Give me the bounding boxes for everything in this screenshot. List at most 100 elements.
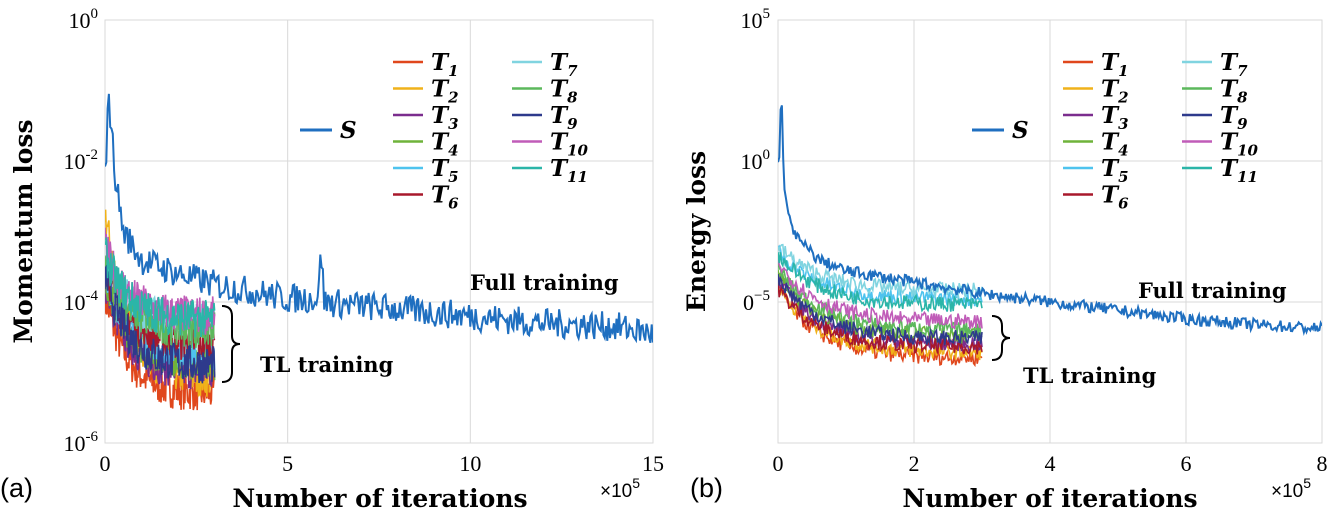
x-axis-label: Number of iterations	[902, 484, 1197, 513]
legend-label-t8: T8	[1220, 76, 1248, 107]
legend-letter: T	[550, 49, 569, 76]
legend-label-s: S	[1012, 117, 1029, 144]
legend-letter: T	[1101, 155, 1120, 182]
x-tick-label: 8	[1317, 451, 1327, 476]
y-axis-label: Momentum loss	[9, 119, 38, 343]
legend-label-t3: T3	[1101, 102, 1129, 133]
x-multiplier: ×105	[600, 475, 640, 502]
series-line-t9	[778, 273, 983, 346]
panel-label: (b)	[690, 473, 723, 503]
legend-label-t4: T4	[431, 129, 459, 160]
legend-subscript: 8	[1237, 89, 1248, 107]
legend-letter: T	[1101, 49, 1120, 76]
legend-subscript: 6	[448, 195, 459, 213]
legend-label-t7: T7	[550, 49, 578, 80]
legend-subscript: 10	[567, 142, 588, 160]
legend-label-s: S	[340, 117, 357, 144]
legend-subscript: 10	[1237, 142, 1258, 160]
legend-subscript: 7	[567, 62, 578, 80]
x-multiplier-base: ×10	[600, 481, 632, 502]
series-line-s	[778, 105, 1322, 336]
legend-label-t10: T10	[1220, 129, 1259, 160]
x-multiplier: ×105	[1271, 475, 1311, 502]
y-tick-exp: -2	[86, 147, 99, 163]
legend-subscript: 3	[1118, 115, 1128, 133]
legend-subscript: 2	[1117, 89, 1128, 107]
legend-subscript: 4	[448, 142, 458, 160]
legend-subscript: 3	[448, 115, 458, 133]
legend-label-t8: T8	[550, 76, 578, 107]
y-tick-base: 10	[69, 8, 91, 33]
x-multiplier-base: ×10	[1271, 481, 1303, 502]
legend-letter: T	[550, 76, 569, 103]
legend-letter: T	[431, 76, 450, 103]
legend-subscript: 6	[1118, 195, 1129, 213]
x-tick-label: 6	[1181, 451, 1192, 476]
legend-letter: T	[1220, 102, 1239, 129]
y-tick-label: 10-2	[64, 147, 99, 174]
legend-letter: T	[1101, 129, 1120, 156]
y-tick-label: 100	[69, 6, 99, 33]
y-tick-exp: 0	[763, 147, 771, 163]
legend-label-t11: T11	[550, 155, 588, 186]
legend-letter: T	[431, 155, 450, 182]
y-tick-label: 100	[741, 147, 771, 174]
y-tick-base: 10	[64, 149, 86, 174]
annotation-full-training: Full training	[470, 270, 619, 295]
legend-subscript: 11	[1237, 168, 1258, 186]
legend-letter: T	[1101, 182, 1120, 209]
legend-subscript: 4	[1118, 142, 1128, 160]
y-tick-label: 0−5	[743, 288, 770, 315]
y-tick-exp: −5	[754, 288, 770, 304]
x-tick-label: 5	[282, 451, 293, 476]
legend-letter: T	[550, 129, 569, 156]
x-multiplier-exp: 5	[1303, 475, 1311, 491]
series-line-t6	[778, 280, 983, 355]
legend-letter: T	[550, 102, 569, 129]
series-line-t8	[778, 262, 983, 338]
legend-letter: T	[1101, 76, 1120, 103]
y-tick-base: 10	[64, 290, 86, 315]
y-tick-exp: 5	[763, 6, 771, 22]
legend-letter: T	[431, 102, 450, 129]
y-tick-exp: -4	[86, 288, 99, 304]
x-tick-label: 4	[1045, 451, 1056, 476]
annotation-full-training: Full training	[1138, 278, 1287, 303]
legend-subscript: 1	[1118, 62, 1128, 80]
legend-subscript: 9	[567, 115, 578, 133]
series-group	[778, 105, 1322, 368]
y-tick-exp: -6	[86, 429, 99, 445]
legend-letter: T	[431, 49, 450, 76]
x-axis-label: Number of iterations	[232, 484, 527, 513]
legend-subscript: 5	[1118, 168, 1128, 186]
y-tick-base: 10	[741, 8, 763, 33]
legend-label-t9: T9	[1220, 102, 1248, 133]
y-tick-base: 0	[743, 290, 754, 315]
legend-label-t5: T5	[431, 155, 459, 186]
legend-label-t1: T1	[431, 49, 459, 80]
x-multiplier-exp: 5	[632, 475, 640, 491]
legend-label-t5: T5	[1101, 155, 1129, 186]
legend-label-t9: T9	[550, 102, 578, 133]
series-line-t10	[778, 258, 983, 330]
annotation-tl-training: TL training	[260, 352, 394, 377]
y-tick-base: 10	[64, 431, 86, 456]
legend-label-t1: T1	[1101, 49, 1129, 80]
legend-letter: T	[1220, 129, 1239, 156]
legend-letter: T	[431, 129, 450, 156]
tl-brace	[991, 315, 1011, 361]
legend-subscript: 11	[567, 168, 588, 186]
legend-letter: T	[431, 182, 450, 209]
legend-subscript: 7	[1237, 62, 1248, 80]
annotation-tl-training: TL training	[1023, 363, 1157, 388]
legend-label-t2: T2	[431, 76, 459, 107]
y-tick-base: 10	[741, 149, 763, 174]
legend-label-t10: T10	[550, 129, 589, 160]
x-tick-label: 0	[100, 451, 111, 476]
y-tick-label: 10-4	[64, 288, 99, 315]
